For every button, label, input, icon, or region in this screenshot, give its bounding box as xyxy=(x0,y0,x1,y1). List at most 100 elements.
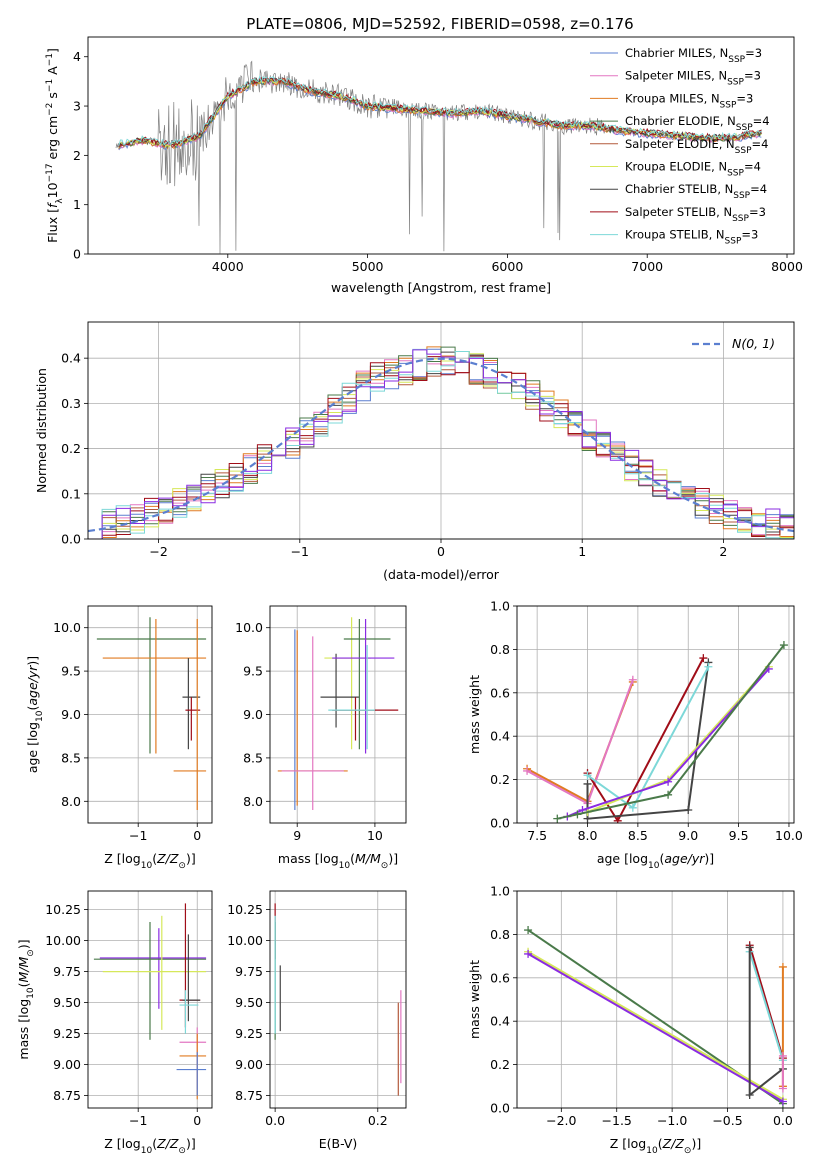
y-tick-label: 0.0 xyxy=(490,816,510,831)
y-tick-label: 9.50 xyxy=(235,995,263,1010)
x-axis-label: age [log10(age/yr)] xyxy=(597,851,714,871)
label-part: Z/Z xyxy=(662,1136,685,1151)
label-part: )] xyxy=(186,851,196,866)
y-tick-label: 4 xyxy=(73,49,81,64)
label-part: =3 xyxy=(745,46,762,60)
y-tick-label: 9.50 xyxy=(53,995,81,1010)
y-tick-label: 9.0 xyxy=(243,707,263,722)
y-tick-label: 8.0 xyxy=(243,794,263,809)
label-part: −1 xyxy=(45,79,55,92)
weight-line xyxy=(527,950,784,1101)
y-tick-label: 0.4 xyxy=(490,1014,510,1029)
label-part: f xyxy=(45,202,60,208)
label-part: M/M xyxy=(16,956,31,982)
x-tick-label: 2 xyxy=(719,544,727,559)
y-tick-label: 1 xyxy=(73,197,81,212)
x-tick-label: 1 xyxy=(578,544,586,559)
weight-line xyxy=(586,662,710,820)
y-tick-label: 1.0 xyxy=(490,599,510,614)
label-part: Salpeter ELODIE, N xyxy=(625,137,735,151)
weight-line xyxy=(586,657,705,823)
label-part: s xyxy=(45,92,60,103)
panel-residuals: −2 −1 0 1 2 0.0 0.1 0.2 0.3 0.4 (data-model)/error… xyxy=(34,321,795,582)
legend-entry: Salpeter ELODIE, NSSP=4 xyxy=(625,137,768,156)
label-part: λ xyxy=(55,198,65,204)
x-tick-label: −0.5 xyxy=(712,1113,742,1128)
label-part: ⊙ xyxy=(178,861,186,871)
y-tick-label: 1.0 xyxy=(490,884,510,899)
x-tick-label: 6000 xyxy=(491,259,523,274)
weight-line xyxy=(557,644,785,820)
y-tick-label: 9.75 xyxy=(235,964,263,979)
label-part: )] xyxy=(25,656,40,666)
weight-marker xyxy=(778,1097,787,1106)
y-tick-label: 0.3 xyxy=(61,396,81,411)
legend: N(0, 1) xyxy=(692,336,775,351)
weight-marker xyxy=(524,926,533,935)
weight-marker xyxy=(779,641,788,650)
y-tick-label: 9.00 xyxy=(235,1057,263,1072)
label-part: A xyxy=(45,66,60,79)
weight-marker xyxy=(778,1084,787,1093)
panel-weight-vs-Z: −2.0 −1.5 −1.0 −0.5 0.0 0.0 0.2 0.4 0.6 0.8 1.0 Z [… xyxy=(467,884,795,1156)
label-part: =3 xyxy=(741,228,758,242)
axes-frame xyxy=(87,605,213,824)
label-part: 10 xyxy=(648,861,660,871)
label-part: ( xyxy=(25,706,40,711)
x-tick-label: 9 xyxy=(293,828,301,843)
label-part: SSP xyxy=(735,146,752,156)
axes-frame xyxy=(87,36,795,255)
panel-mass-vs-EBV: 0.0 0.2 8.75 9.00 9.25 9.50 9.75 10.00 10.25 E(B-… xyxy=(227,890,407,1151)
weight-marker xyxy=(684,805,693,814)
label-part: ⊙ xyxy=(684,1146,692,1156)
x-tick-label: 5000 xyxy=(352,259,384,274)
weight-marker xyxy=(524,949,533,958)
y-axis-label: mass weight xyxy=(467,960,482,1039)
label-part: mass [log xyxy=(278,851,339,866)
y-tick-label: 0.8 xyxy=(490,927,510,942)
label-part: ( xyxy=(658,1136,663,1151)
legend-entry: N(0, 1) xyxy=(732,336,775,351)
x-axis-label: wavelength [Angstrom, rest frame] xyxy=(331,280,551,295)
label-part: SSP xyxy=(733,191,750,201)
x-tick-label: 0.2 xyxy=(368,1113,388,1128)
weight-line xyxy=(527,953,784,1103)
axes-frame xyxy=(269,890,407,1109)
y-tick-label: 10.00 xyxy=(227,933,263,948)
label-part: Flux [ xyxy=(45,208,60,243)
weight-marker xyxy=(699,654,708,663)
label-part: )] xyxy=(388,851,398,866)
y-axis-label: age [log10(age/yr)] xyxy=(25,656,45,773)
weight-marker xyxy=(613,816,622,823)
label-part: =3 xyxy=(744,69,761,83)
y-tick-label: 9.5 xyxy=(61,664,81,679)
label-part: Kroupa ELODIE, N xyxy=(625,160,727,174)
y-axis-label: Normed distribution xyxy=(34,368,49,493)
label-part: SSP xyxy=(720,100,737,110)
x-tick-label: 8.5 xyxy=(628,828,648,843)
x-tick-label: 0.0 xyxy=(265,1113,285,1128)
y-axis-label: Flux [fλ10−17 erg cm−2 s−1 A−1] xyxy=(45,48,65,243)
y-tick-label: 0.0 xyxy=(490,1101,510,1116)
y-tick-label: 9.75 xyxy=(53,964,81,979)
label-part: 10 xyxy=(26,987,36,999)
y-tick-label: 10.25 xyxy=(45,902,81,917)
y-tick-label: 2 xyxy=(73,148,81,163)
label-part: 10 xyxy=(141,1146,153,1156)
x-tick-label: 4000 xyxy=(212,259,244,274)
label-part: =4 xyxy=(750,182,767,196)
panel-age-vs-Z: −1 08.08.59.09.510.0Z [log10(Z/Z⊙)]age [l… xyxy=(25,605,213,871)
label-part: ⊙ xyxy=(381,861,389,871)
x-tick-label: 7000 xyxy=(631,259,663,274)
label-part: ( xyxy=(152,1136,157,1151)
label-part: ( xyxy=(659,851,664,866)
y-tick-label: 8.75 xyxy=(235,1088,263,1103)
plot-area xyxy=(96,617,207,810)
label-part: age/yr xyxy=(664,851,705,866)
x-tick-label: 0 xyxy=(193,828,201,843)
plot-area xyxy=(524,926,787,1108)
label-part: ] xyxy=(45,48,60,53)
